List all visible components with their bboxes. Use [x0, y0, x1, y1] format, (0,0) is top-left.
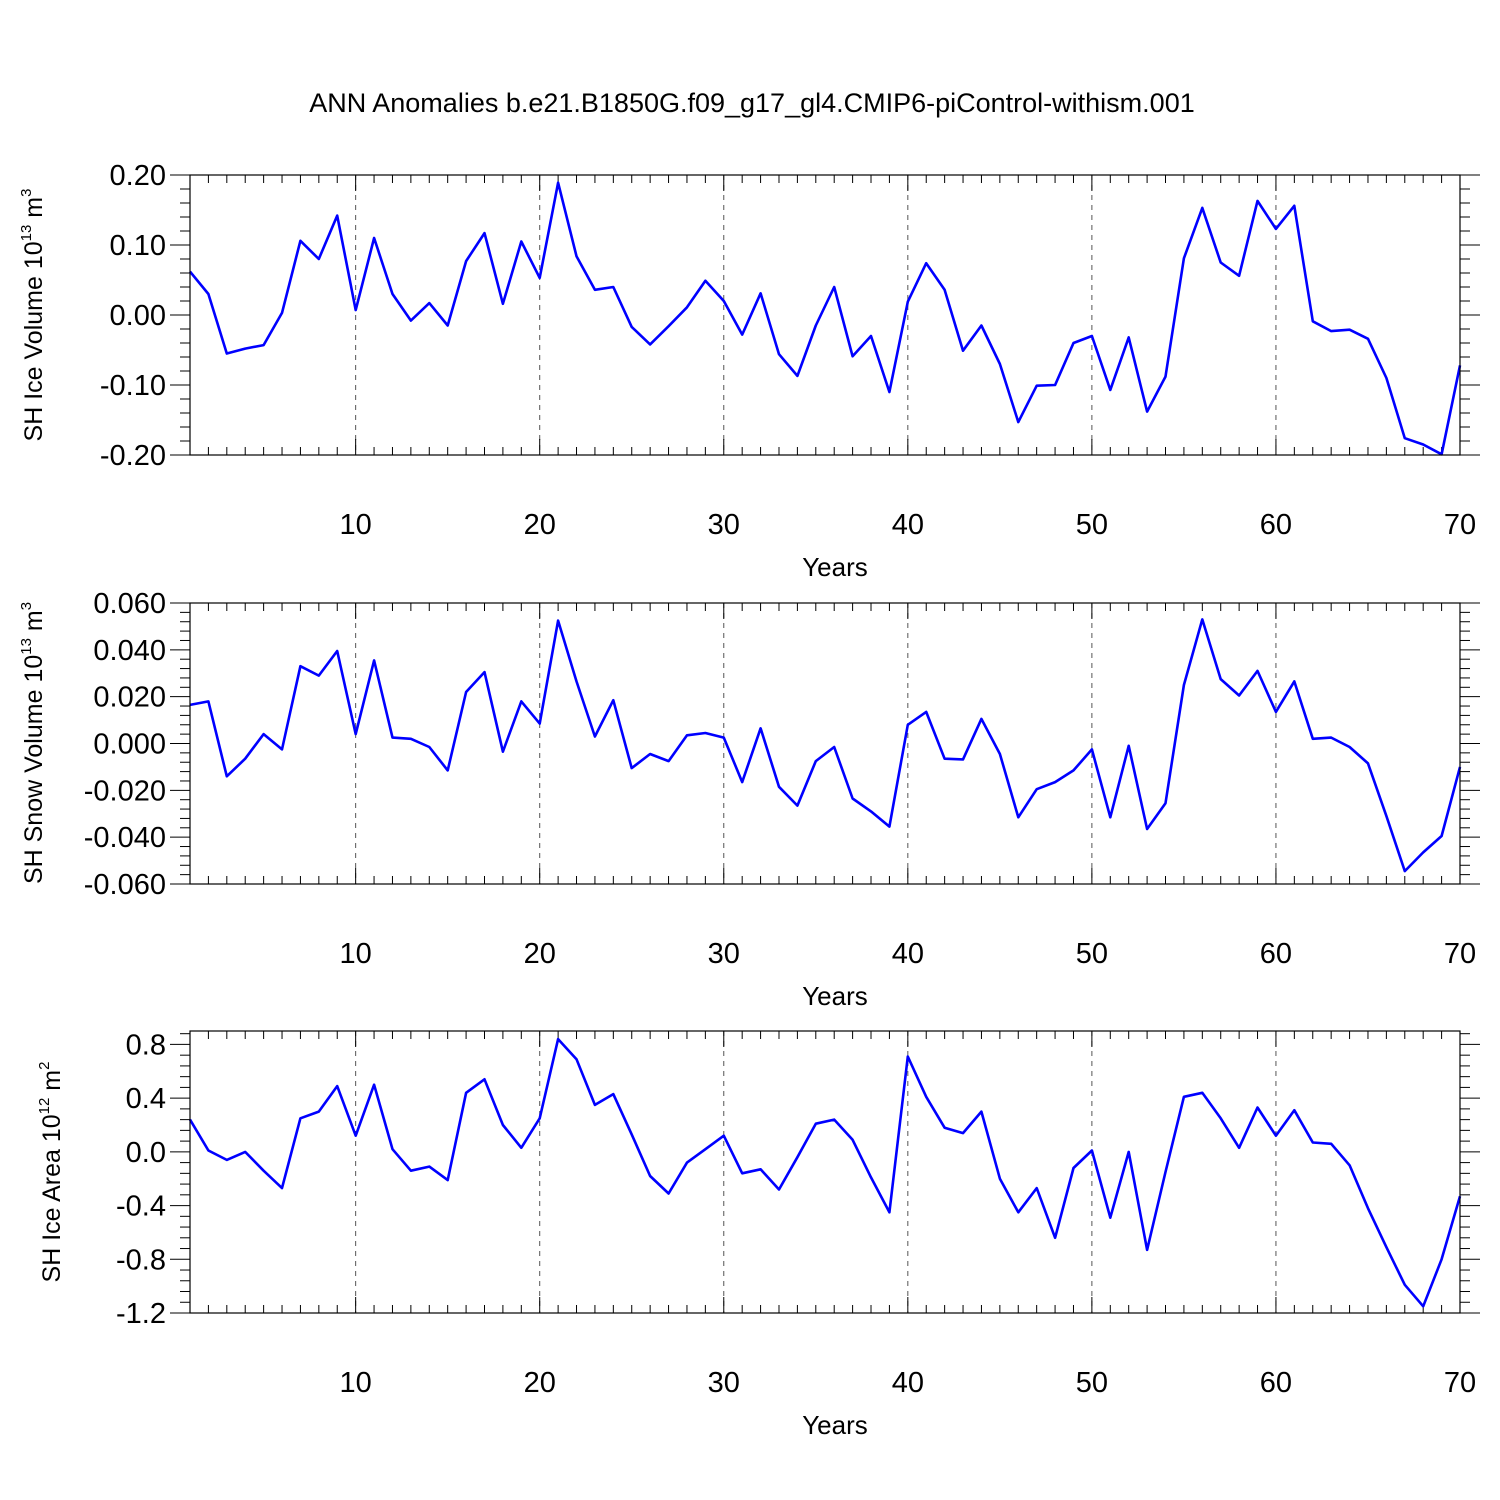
y-tick-label: -1.2 — [116, 1298, 166, 1330]
y-tick-label: 0.020 — [93, 682, 166, 714]
x-tick-label: 30 — [708, 509, 740, 541]
x-tick-label: 60 — [1260, 1367, 1292, 1399]
x-tick-label: 40 — [892, 509, 924, 541]
y-tick-label: -0.020 — [84, 775, 166, 807]
x-tick-label: 10 — [340, 1367, 372, 1399]
y-tick-label: 0.10 — [110, 230, 166, 262]
y-tick-label: 0.0 — [126, 1137, 166, 1169]
x-tick-label: 40 — [892, 1367, 924, 1399]
x-tick-label: 20 — [524, 1367, 556, 1399]
panel-sh-snow-volume: 10 20 30 40 50 60 70 -0.060 -0.040 -0.020 0.000 0.0… — [18, 588, 1480, 1011]
x-axis-label: Years — [802, 1410, 868, 1440]
panel-sh-ice-volume: 10 20 30 40 50 60 70 -0.20 -0.10 0.00 0.10 0.20 Year… — [18, 160, 1480, 582]
x-tick-label: 50 — [1076, 1367, 1108, 1399]
y-axis-label: SH Snow Volume 1013 m3 — [18, 602, 48, 884]
x-tick-label: 20 — [524, 938, 556, 970]
x-tick-label: 60 — [1260, 938, 1292, 970]
plot-frame — [189, 602, 1461, 885]
x-tick-label: 70 — [1444, 509, 1476, 541]
x-tick-label: 50 — [1076, 509, 1108, 541]
y-tick-label: 0.8 — [126, 1029, 166, 1061]
x-tick-label: 10 — [340, 509, 372, 541]
x-tick-label: 10 — [340, 938, 372, 970]
x-tick-label: 60 — [1260, 509, 1292, 541]
x-tick-label: 40 — [892, 938, 924, 970]
y-tick-label: 0.20 — [110, 160, 166, 192]
x-tick-label: 50 — [1076, 938, 1108, 970]
plot-frame — [189, 174, 1461, 456]
x-tick-label: 20 — [524, 509, 556, 541]
y-tick-label: 0.4 — [126, 1083, 166, 1115]
x-axis-label: Years — [802, 552, 868, 582]
x-tick-label: 30 — [708, 1367, 740, 1399]
y-axis-label: SH Ice Area 1012 m2 — [36, 1062, 66, 1283]
series-line — [188, 1037, 1462, 1308]
y-tick-label: -0.10 — [100, 370, 166, 402]
y-axis-label: SH Ice Volume 1013 m3 — [18, 189, 48, 442]
y-tick-label: 0.00 — [110, 300, 166, 332]
y-tick-label: -0.040 — [84, 822, 166, 854]
x-axis-label: Years — [802, 981, 868, 1011]
y-tick-label: -0.060 — [84, 869, 166, 901]
y-tick-label: -0.8 — [116, 1244, 166, 1276]
y-tick-label: 0.060 — [93, 588, 166, 620]
series-line — [189, 618, 1462, 873]
x-tick-label: 30 — [708, 938, 740, 970]
series-line — [188, 181, 1462, 456]
x-tick-label: 70 — [1444, 938, 1476, 970]
figure-title: ANN Anomalies b.e21.B1850G.f09_g17_gl4.C… — [309, 88, 1194, 118]
x-tick-label: 70 — [1444, 1367, 1476, 1399]
y-tick-label: 0.040 — [93, 635, 166, 667]
y-tick-label: 0.000 — [93, 729, 166, 761]
plot-frame — [189, 1030, 1461, 1314]
y-tick-label: -0.4 — [116, 1191, 166, 1223]
panel-sh-ice-area: 10 20 30 40 50 60 70 -1.2 -0.8 -0.4 0.0 0.4 0.8 Years… — [36, 1029, 1480, 1440]
y-tick-label: -0.20 — [100, 440, 166, 472]
